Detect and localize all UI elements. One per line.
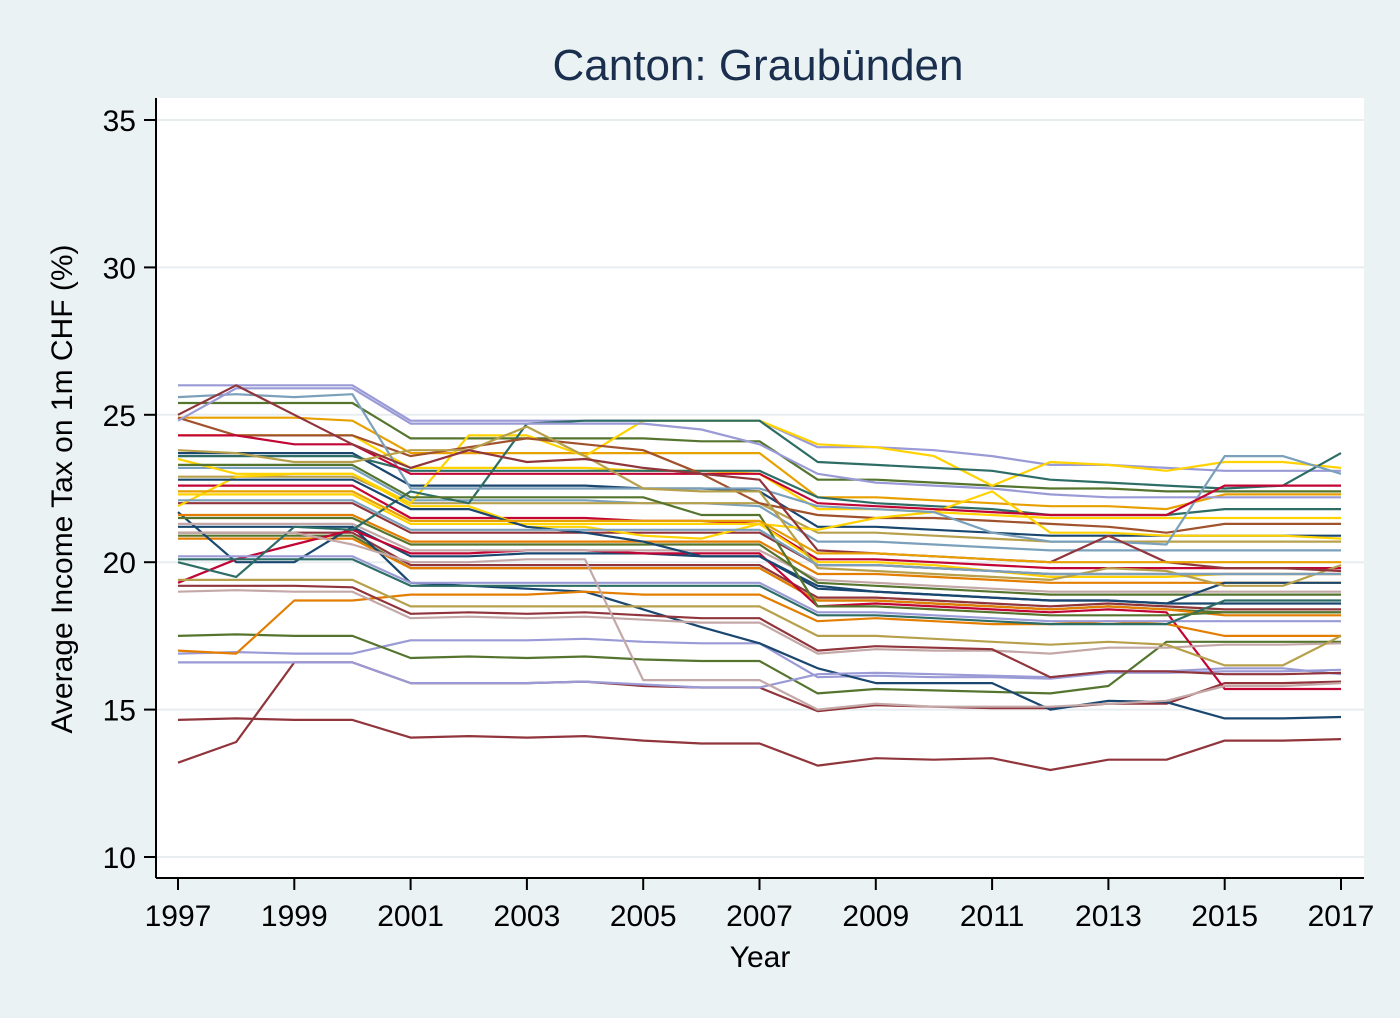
x-tick-label: 2015 xyxy=(1191,900,1258,933)
series-line-34 xyxy=(177,416,1341,534)
y-tick-label: 10 xyxy=(103,842,136,875)
x-tick-label: 2013 xyxy=(1075,900,1142,933)
chart-title: Canton: Graubünden xyxy=(553,41,964,90)
series-line-44 xyxy=(178,499,1341,576)
series-line-26 xyxy=(178,555,1341,623)
x-axis-title: Year xyxy=(730,941,791,974)
series-line-14 xyxy=(177,589,1342,655)
series-line-1 xyxy=(178,416,1341,511)
series-line-28 xyxy=(178,558,1341,626)
series-line-43 xyxy=(177,384,1342,573)
series-line-6 xyxy=(177,717,1342,772)
series-line-25 xyxy=(178,522,1341,593)
series-line-31 xyxy=(178,516,1341,596)
x-tick-label: 2011 xyxy=(960,900,1025,933)
series-line-12 xyxy=(177,528,1341,691)
y-tick-label: 35 xyxy=(103,105,136,138)
series-line-41 xyxy=(178,463,1341,617)
series-line-27 xyxy=(178,578,1342,667)
series-line-40 xyxy=(177,425,1342,587)
series-line-42 xyxy=(178,531,1342,711)
y-tick-label: 30 xyxy=(103,252,136,285)
y-tick-label: 15 xyxy=(103,695,136,728)
x-tick-label: 2007 xyxy=(726,900,793,933)
x-tick-label: 2001 xyxy=(377,900,444,933)
series-line-37 xyxy=(177,387,1341,499)
series-line-19 xyxy=(178,466,1341,552)
series-line-3 xyxy=(178,531,1341,611)
series-line-33 xyxy=(177,419,1342,579)
x-tick-label: 1999 xyxy=(261,900,328,933)
series-line-17 xyxy=(178,401,1341,493)
series-line-38 xyxy=(178,434,1341,517)
series-lines xyxy=(177,384,1342,772)
series-line-15 xyxy=(178,584,1342,679)
series-line-5 xyxy=(178,537,1341,617)
series-line-9 xyxy=(177,633,1341,695)
series-line-36 xyxy=(177,393,1342,546)
axes: 10 15 20 25 30 35 1997 1999 2001 2003 2005 2007 2009… xyxy=(103,98,1375,933)
y-tick-label: 20 xyxy=(103,547,136,580)
series-line-45 xyxy=(178,490,1341,564)
series-line-30 xyxy=(178,513,1341,584)
series-line-35 xyxy=(177,472,1342,540)
y-tick-label: 25 xyxy=(103,400,136,433)
x-tick-label: 2003 xyxy=(494,900,561,933)
x-tick-label: 2017 xyxy=(1308,900,1375,933)
x-tick-label: 2005 xyxy=(610,900,677,933)
x-tick-label: 2009 xyxy=(842,900,909,933)
series-line-39 xyxy=(178,478,1341,605)
y-axis-title: Average Income Tax on 1m CHF (%) xyxy=(46,244,79,733)
x-tick-label: 1997 xyxy=(145,900,212,933)
